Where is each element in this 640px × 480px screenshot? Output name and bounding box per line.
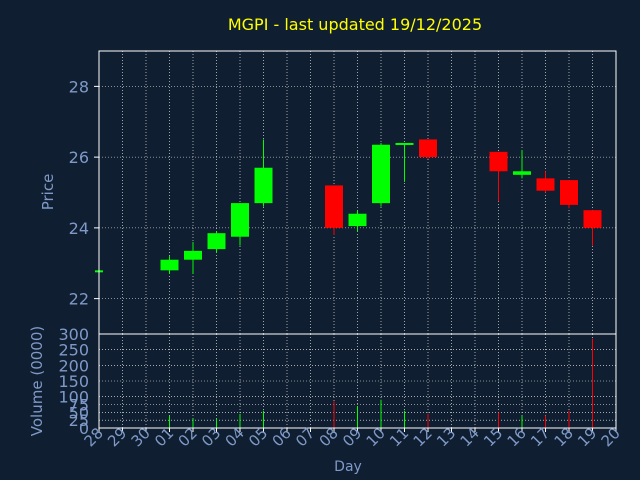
volume-y-tick-label: 150: [58, 372, 89, 391]
candle-05: [254, 139, 273, 207]
candle-body: [160, 259, 179, 271]
volume-bar-series: [169, 338, 593, 428]
day-tick-labels: 2829300102030405060708091011121314151617…: [81, 424, 624, 450]
candle-body: [560, 180, 578, 205]
candle-body: [419, 139, 437, 158]
candle-10: [372, 142, 390, 207]
candle-body: [372, 144, 390, 204]
candle-19: [583, 210, 602, 246]
candle-15: [489, 151, 508, 202]
volume-y-tick-label: 250: [58, 341, 89, 360]
x-axis-label: Day: [334, 459, 362, 475]
volume-y-tick-label: 0: [79, 419, 89, 438]
candle-11: [395, 142, 414, 182]
candle-body: [513, 171, 531, 175]
volume-y-tick-label: 100: [58, 388, 89, 407]
volume-y-tick-label: 25: [69, 411, 89, 430]
candlestick-series: [95, 139, 602, 274]
price-y-tick-label: 24: [69, 219, 89, 238]
candle-04: [231, 203, 249, 246]
volume-y-tick-label: 200: [58, 356, 89, 375]
price-y-tick-label: 22: [69, 290, 89, 309]
volume-y-tick-label: 300: [58, 325, 89, 344]
candle-body: [583, 210, 602, 228]
candle-body: [231, 203, 249, 237]
candle-08: [325, 185, 343, 235]
price-y-tick-label: 26: [69, 148, 89, 167]
candle-18: [560, 180, 578, 209]
candle-body: [395, 142, 414, 145]
volume-axis-label: Volume (0000): [28, 326, 46, 436]
candle-03: [207, 231, 226, 253]
price-y-tick-labels: 22 24 26 28: [69, 77, 99, 309]
candle-body: [325, 185, 343, 228]
candle-17: [536, 171, 555, 193]
volume-y-tick-label: 75: [69, 396, 89, 415]
candle-body: [489, 151, 508, 172]
candle-body: [348, 213, 367, 227]
candle-body: [184, 250, 202, 260]
price-panel: 22 24 26 28 Price: [39, 50, 617, 335]
volume-y-tick-label: 50: [69, 403, 89, 422]
candle-01: [160, 256, 179, 274]
price-gridlines: [99, 51, 616, 334]
candle-body: [536, 178, 555, 191]
candle-body: [254, 167, 273, 204]
candle-09: [348, 210, 367, 232]
candle-02: [184, 242, 202, 274]
candle-12: [419, 139, 437, 159]
candle-body: [207, 233, 226, 250]
candle-16: [513, 150, 531, 179]
chart-title: MGPI - last updated 19/12/2025: [228, 15, 482, 34]
price-axis-label: Price: [39, 174, 57, 211]
price-y-tick-label: 28: [69, 77, 89, 96]
